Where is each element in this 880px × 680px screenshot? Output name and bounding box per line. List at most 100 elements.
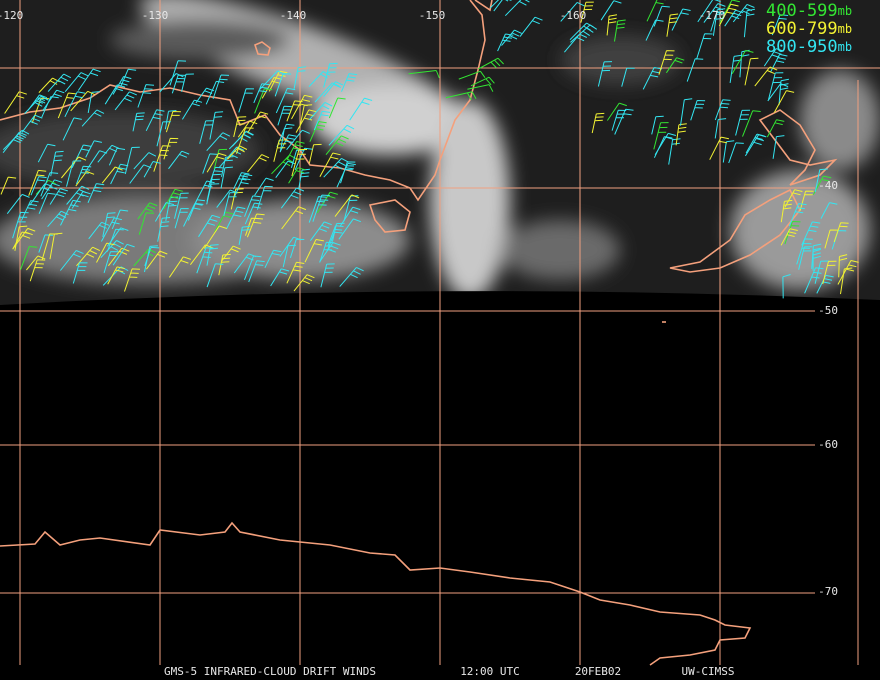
wind-barb [281,206,307,230]
wind-barb [244,195,261,217]
legend-label: 800-950 [766,37,838,57]
wind-barb [291,149,308,177]
wind-barb [319,241,335,263]
wind-barb [271,154,297,175]
legend-unit: mb [838,40,852,54]
latitude-label: -70 [818,585,838,598]
wind-barb [732,3,755,23]
wind-barb [37,143,56,163]
wind-barb [40,172,59,197]
wind-barb [29,183,53,206]
wind-barb [87,183,105,203]
wind-barb [144,245,158,273]
wind-barb [338,218,361,240]
wind-barb [326,231,343,252]
wind-barb [731,49,754,75]
wind-barb [696,33,713,60]
wind-barb [41,233,58,261]
wind-barb [60,250,84,271]
longitude-label: -130 [142,9,169,22]
wind-barb [181,99,203,120]
wind-barb [190,244,213,266]
wind-barb [194,180,215,205]
wind-barb [308,143,322,164]
longitude-label: -170 [699,9,726,22]
wind-barb [238,225,251,245]
wind-barb [233,174,253,198]
wind-barb [21,114,43,133]
wind-barb [298,168,310,189]
wind-barb [100,217,123,242]
wind-barb [769,53,788,73]
wind-barb [339,266,364,287]
wind-barb [796,238,813,265]
wind-barb [236,127,254,154]
wind-barb [293,274,315,292]
wind-barb [614,19,626,42]
wind-barb [279,236,302,257]
wind-barb [96,242,115,263]
wind-barb [611,109,627,131]
wind-barb [75,171,95,187]
wind-barb [20,200,39,221]
wind-barb [295,109,317,133]
wind-barb [124,146,140,175]
wind-barb [323,62,338,88]
wind-barb [85,140,103,158]
wind-barb [718,3,739,27]
wind-barb [784,221,801,245]
wind-barb [50,150,64,177]
wind-barb [308,101,333,121]
wind-barb [87,91,100,113]
wind-barb [12,231,31,250]
wind-barb [288,167,306,184]
wind-barb [253,83,270,104]
wind-barb [47,210,69,228]
wind-barb [458,70,486,80]
wind-barb [108,147,126,166]
wind-barb [71,144,92,169]
wind-barb [163,137,179,160]
wind-barb [445,91,477,101]
latitude-label: -40 [818,179,838,192]
wind-barb [133,152,157,170]
wind-barb [206,244,219,266]
wind-barb [653,5,670,27]
wind-barb [275,87,296,114]
wind-barb [312,194,330,222]
wind-barb [111,209,129,230]
wind-barb [145,109,165,132]
wind-barb [157,217,171,242]
wind-barb [20,246,38,270]
wind-barb [291,94,313,120]
longitude-label: -160 [560,9,587,22]
coastlines [0,0,838,666]
wind-barb [270,268,290,287]
wind-barb [254,177,274,196]
wind-barb [824,229,839,249]
wind-barb [782,274,791,299]
wind-barb [569,22,594,41]
wind-barb [103,251,119,274]
wind-barb [244,202,263,225]
wind-barb [101,166,123,184]
wind-barb [570,24,598,43]
wind-barb [12,211,29,239]
wind-barb [728,142,744,164]
wind-barb [206,263,224,288]
wind-barb [183,203,203,227]
wind-barb [722,140,735,163]
wind-barb [38,192,56,214]
wind-barb [771,14,789,36]
wind-barb [164,110,177,130]
wind-barb [174,192,189,219]
wind-barb [754,66,778,87]
wind-barb [408,70,440,79]
wind-barb [237,120,258,138]
wind-barb [168,256,191,278]
wind-barb [816,274,834,294]
wind-barb [213,148,228,170]
wind-barb [268,70,288,92]
wind-barb [169,60,187,86]
wind-barb [107,266,125,285]
